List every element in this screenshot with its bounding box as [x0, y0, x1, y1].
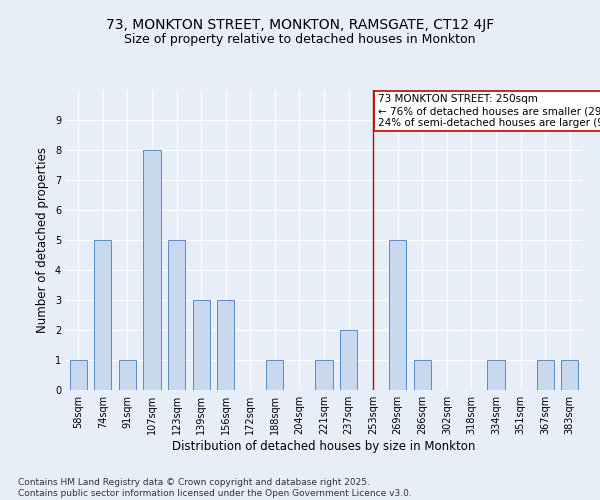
Bar: [217, 300, 235, 390]
Bar: [193, 300, 210, 390]
Bar: [316, 360, 332, 390]
X-axis label: Distribution of detached houses by size in Monkton: Distribution of detached houses by size …: [172, 440, 476, 453]
Bar: [119, 360, 136, 390]
Bar: [389, 240, 406, 390]
Bar: [487, 360, 505, 390]
Bar: [143, 150, 161, 390]
Bar: [94, 240, 112, 390]
Bar: [561, 360, 578, 390]
Bar: [340, 330, 357, 390]
Text: Size of property relative to detached houses in Monkton: Size of property relative to detached ho…: [124, 32, 476, 46]
Text: Contains HM Land Registry data © Crown copyright and database right 2025.
Contai: Contains HM Land Registry data © Crown c…: [18, 478, 412, 498]
Text: 73, MONKTON STREET, MONKTON, RAMSGATE, CT12 4JF: 73, MONKTON STREET, MONKTON, RAMSGATE, C…: [106, 18, 494, 32]
Bar: [536, 360, 554, 390]
Bar: [168, 240, 185, 390]
Bar: [266, 360, 283, 390]
Bar: [70, 360, 87, 390]
Bar: [413, 360, 431, 390]
Text: 73 MONKTON STREET: 250sqm
← 76% of detached houses are smaller (29)
24% of semi-: 73 MONKTON STREET: 250sqm ← 76% of detac…: [378, 94, 600, 128]
Y-axis label: Number of detached properties: Number of detached properties: [37, 147, 49, 333]
